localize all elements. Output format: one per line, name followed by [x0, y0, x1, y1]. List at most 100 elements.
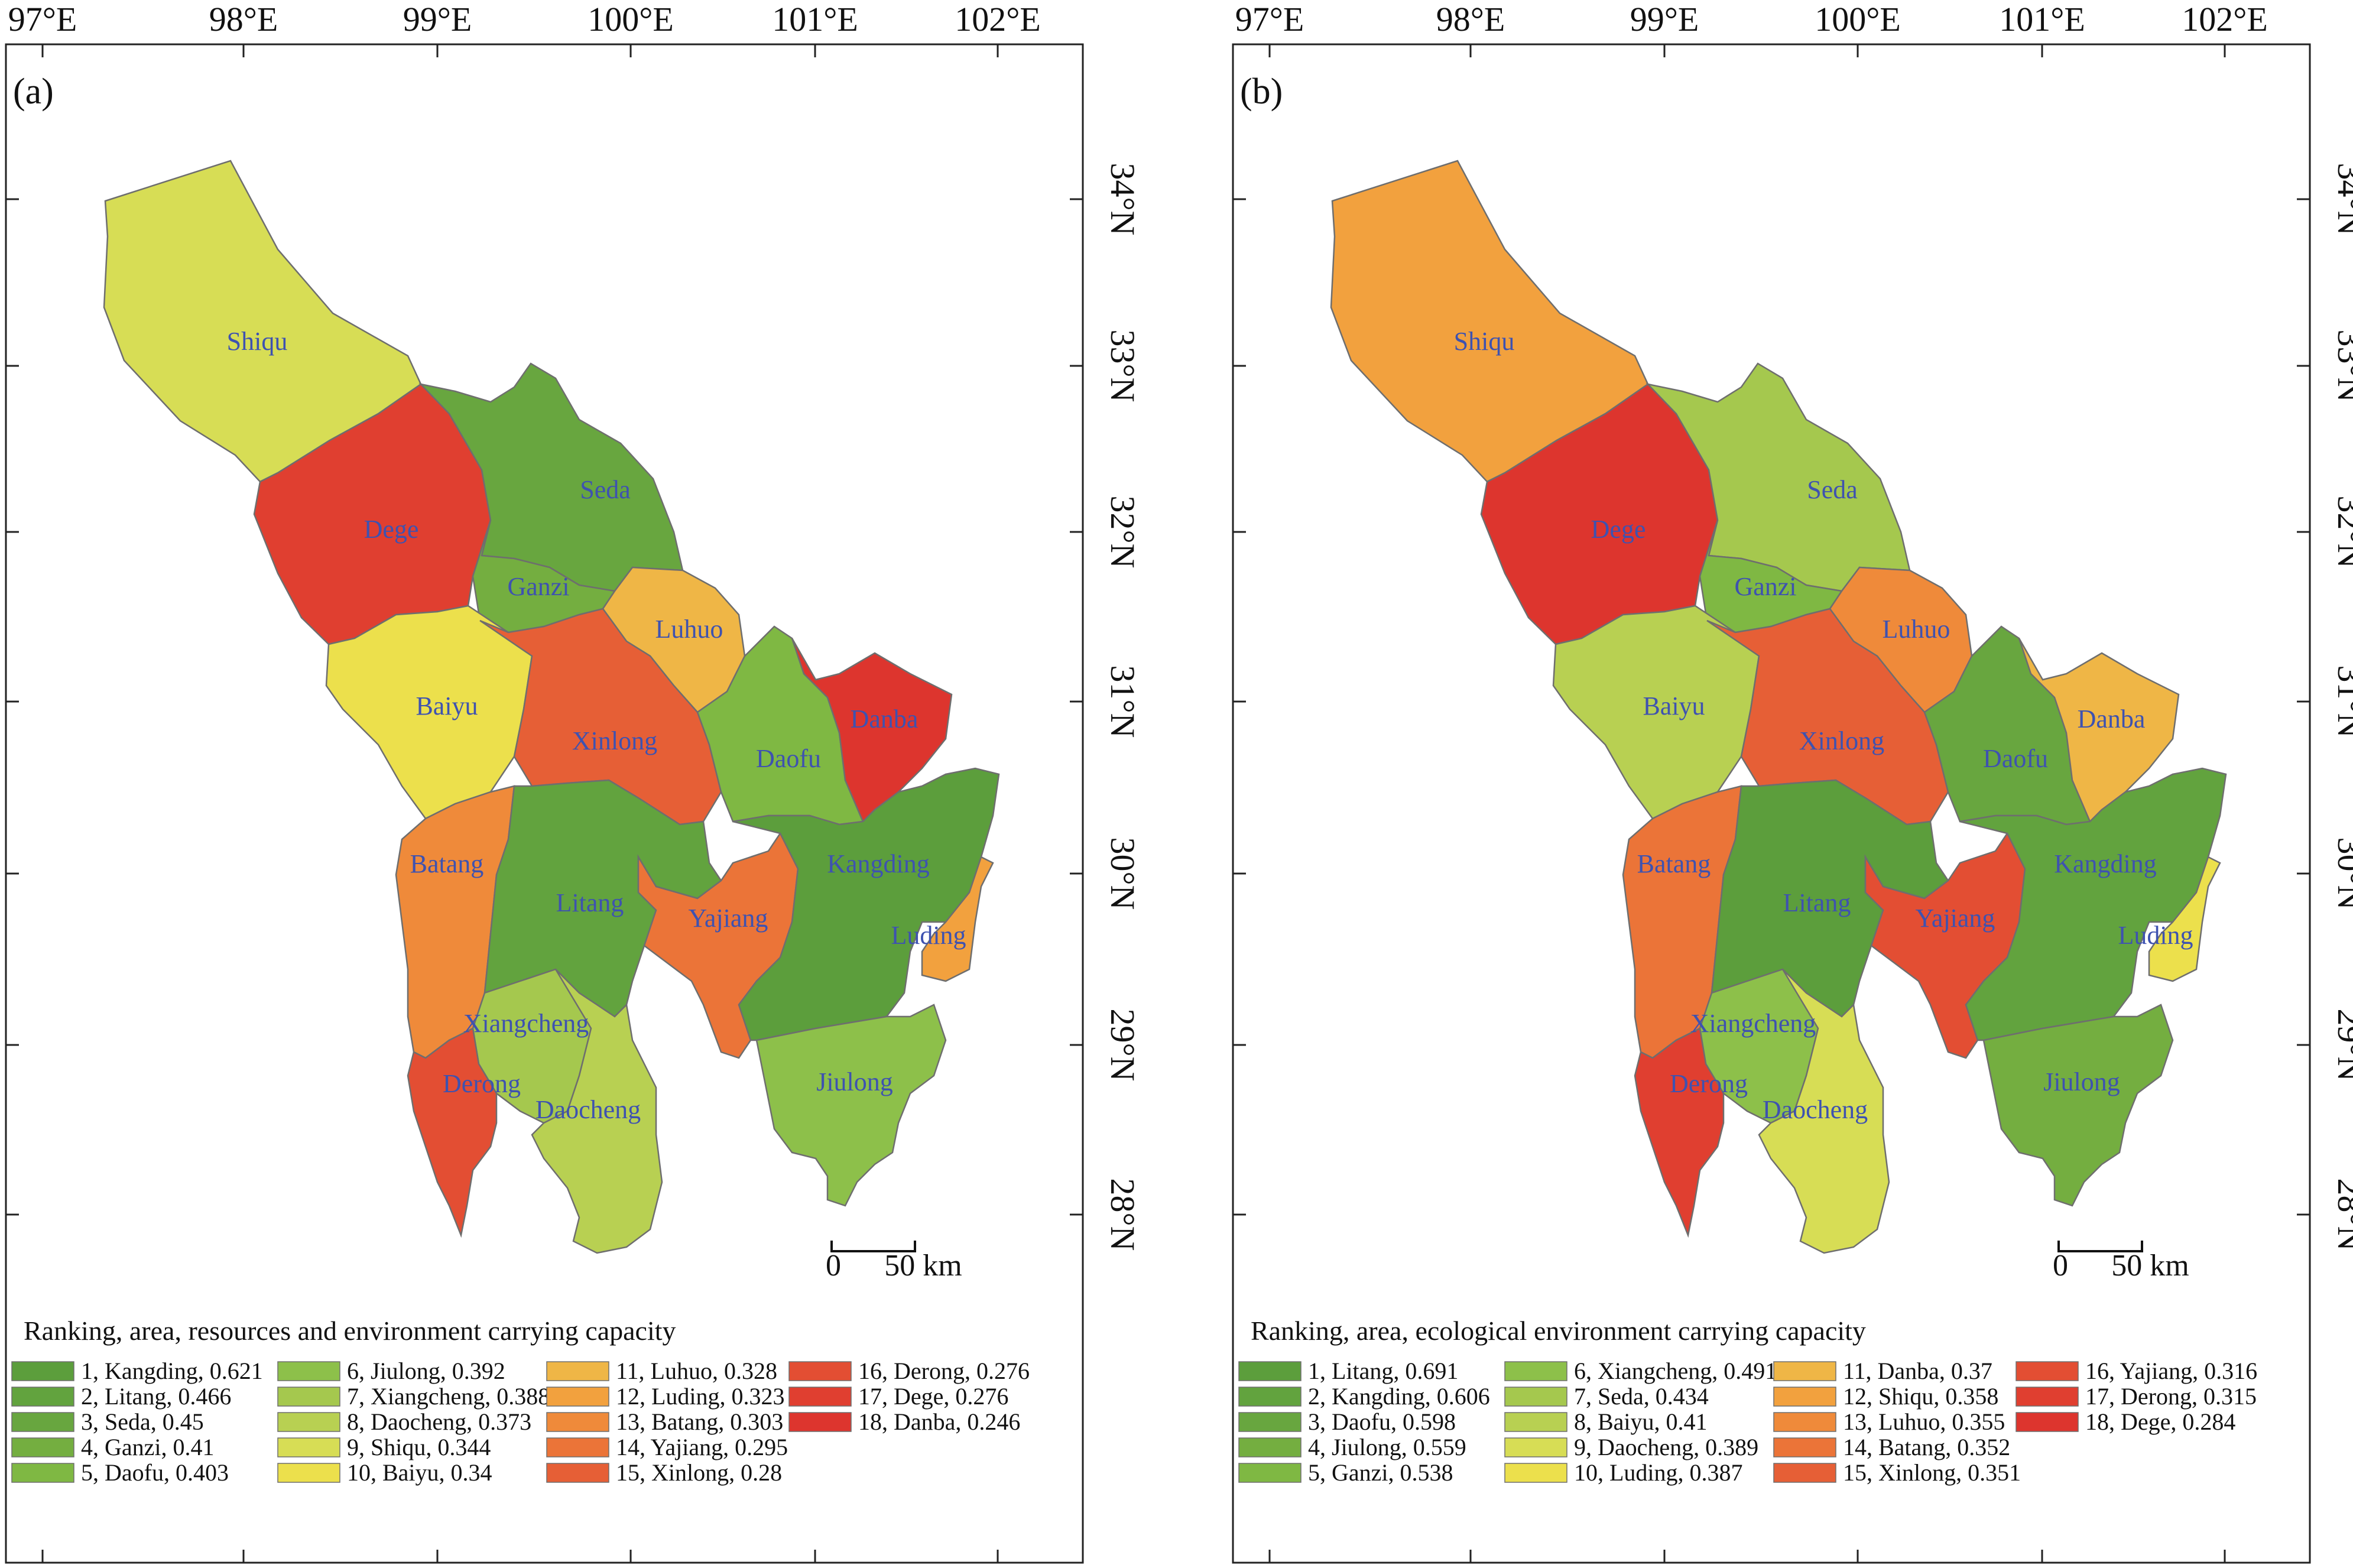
legend-swatch: [788, 1387, 852, 1407]
legend-entry: 3, Seda, 0.45: [81, 1408, 204, 1435]
legend-swatch: [1238, 1412, 1302, 1432]
legend-entry: 18, Dege, 0.284: [2085, 1408, 2235, 1435]
county-kangding: [732, 767, 1000, 1041]
map-panel-a: 97°E 98°E 99°E 100°E 101°E 102°E 34°N 33°N 32°N 3…: [5, 0, 1142, 1564]
scale-start-label: 0: [2053, 1249, 2068, 1283]
county-label: Xinlong: [572, 726, 657, 755]
scale-end-label: 50 km: [884, 1249, 962, 1283]
county-jiulong: [1982, 1004, 2174, 1207]
panel-label: (a): [13, 72, 54, 112]
county-label: Daocheng: [1763, 1095, 1868, 1124]
county-label: Baiyu: [416, 692, 478, 720]
legend-swatch: [11, 1387, 74, 1407]
legend-swatch: [1504, 1437, 1567, 1457]
county-label: Batang: [1637, 849, 1711, 878]
legend-entry: 2, Kangding, 0.606: [1308, 1383, 1490, 1410]
county-label: Shiqu: [227, 327, 288, 356]
county-dege: [253, 383, 492, 645]
legend-entry: 13, Batang, 0.303: [616, 1408, 783, 1435]
legend-swatch: [1238, 1437, 1302, 1457]
county-label: Baiyu: [1643, 692, 1705, 720]
county-label: Daofu: [1983, 744, 2048, 773]
legend-entry: 5, Daofu, 0.403: [81, 1459, 229, 1486]
county-label: Dege: [1591, 515, 1646, 544]
county-label: Xiangcheng: [463, 1009, 589, 1038]
legend-entry: 3, Daofu, 0.598: [1308, 1408, 1456, 1435]
latitude-label: 31°N: [1104, 665, 1142, 738]
longitude-label: 99°E: [1630, 0, 1699, 38]
county-label: Jiulong: [816, 1067, 893, 1096]
county-label: Luding: [891, 921, 966, 950]
county-label: Shiqu: [1454, 327, 1515, 356]
legend-entry: 16, Yajiang, 0.316: [2085, 1358, 2257, 1384]
county-label: Luding: [2118, 921, 2193, 950]
legend-swatch: [788, 1412, 852, 1432]
legend-entry: 17, Dege, 0.276: [858, 1383, 1008, 1410]
county-kangding: [1959, 767, 2227, 1041]
latitude-label: 31°N: [2331, 665, 2353, 738]
county-derong: [1634, 1027, 1725, 1238]
county-daocheng: [531, 969, 663, 1254]
legend-entry: 4, Ganzi, 0.41: [81, 1434, 215, 1460]
county-label: Danba: [851, 705, 919, 733]
legend-entry: 15, Xinlong, 0.351: [1843, 1459, 2021, 1486]
legend-swatch: [546, 1437, 609, 1457]
legend-entry: 7, Seda, 0.434: [1574, 1383, 1709, 1410]
legend-entry: 12, Luding, 0.323: [616, 1383, 785, 1410]
latitude-label: 32°N: [1104, 495, 1142, 568]
legend-swatch: [1238, 1387, 1302, 1407]
latitude-label: 34°N: [2331, 163, 2353, 235]
county-label: Luhuo: [1883, 615, 1950, 644]
legend: Ranking, area, ecological environment ca…: [1238, 1316, 2257, 1486]
county-jiulong: [755, 1004, 947, 1207]
longitude-label: 98°E: [209, 0, 278, 38]
legend-swatch: [277, 1412, 340, 1432]
longitude-label: 101°E: [1999, 0, 2085, 38]
county-label: Daofu: [756, 744, 821, 773]
legend-entry: 13, Luhuo, 0.355: [1843, 1408, 2005, 1435]
longitude-label: 101°E: [772, 0, 858, 38]
legend-swatch: [277, 1387, 340, 1407]
longitude-label: 97°E: [8, 0, 77, 38]
latitude-label: 30°N: [1104, 837, 1142, 910]
latitude-label: 30°N: [2331, 837, 2353, 910]
legend-swatch: [546, 1463, 609, 1483]
legend-swatch: [11, 1361, 74, 1381]
county-label: Yajiang: [1916, 904, 1995, 933]
legend-entry: 1, Kangding, 0.621: [81, 1358, 263, 1384]
county-danba: [791, 638, 953, 823]
latitude-label: 28°N: [1104, 1178, 1142, 1251]
legend-swatch: [1238, 1463, 1302, 1483]
legend-entry: 5, Ganzi, 0.538: [1308, 1459, 1453, 1486]
county-derong: [407, 1027, 498, 1238]
legend-swatch: [1773, 1463, 1836, 1483]
county-label: Seda: [1807, 475, 1858, 504]
latitude-label: 28°N: [2331, 1178, 2353, 1251]
legend-swatch: [2016, 1387, 2079, 1407]
county-label: Dege: [364, 515, 419, 544]
longitude-label: 102°E: [955, 0, 1041, 38]
legend-swatch: [1238, 1361, 1302, 1381]
county-label: Jiulong: [2043, 1067, 2120, 1096]
panel-label: (b): [1240, 72, 1283, 112]
longitude-label: 97°E: [1235, 0, 1304, 38]
county-label: Xiangcheng: [1690, 1009, 1816, 1038]
county-label: Kangding: [827, 849, 930, 878]
legend-swatch: [277, 1437, 340, 1457]
legend-swatch: [1504, 1361, 1567, 1381]
longitude-label: 98°E: [1436, 0, 1505, 38]
scale-bar: 0 50 km: [826, 1241, 962, 1283]
legend-swatch: [11, 1463, 74, 1483]
scale-bar: 0 50 km: [2053, 1241, 2189, 1283]
longitude-label: 99°E: [403, 0, 472, 38]
latitude-label: 29°N: [2331, 1008, 2353, 1081]
legend-swatch: [11, 1412, 74, 1432]
county-label: Litang: [556, 888, 624, 917]
county-label: Luhuo: [655, 615, 723, 644]
longitude-label: 102°E: [2182, 0, 2268, 38]
scale-start-label: 0: [826, 1249, 841, 1283]
county-label: Xinlong: [1799, 726, 1884, 755]
legend-swatch: [1773, 1412, 1836, 1432]
map-panel-b: 97°E 98°E 99°E 100°E 101°E 102°E 34°N 33°N 32°N 3…: [1232, 0, 2353, 1564]
legend-entry: 8, Daocheng, 0.373: [347, 1408, 531, 1435]
